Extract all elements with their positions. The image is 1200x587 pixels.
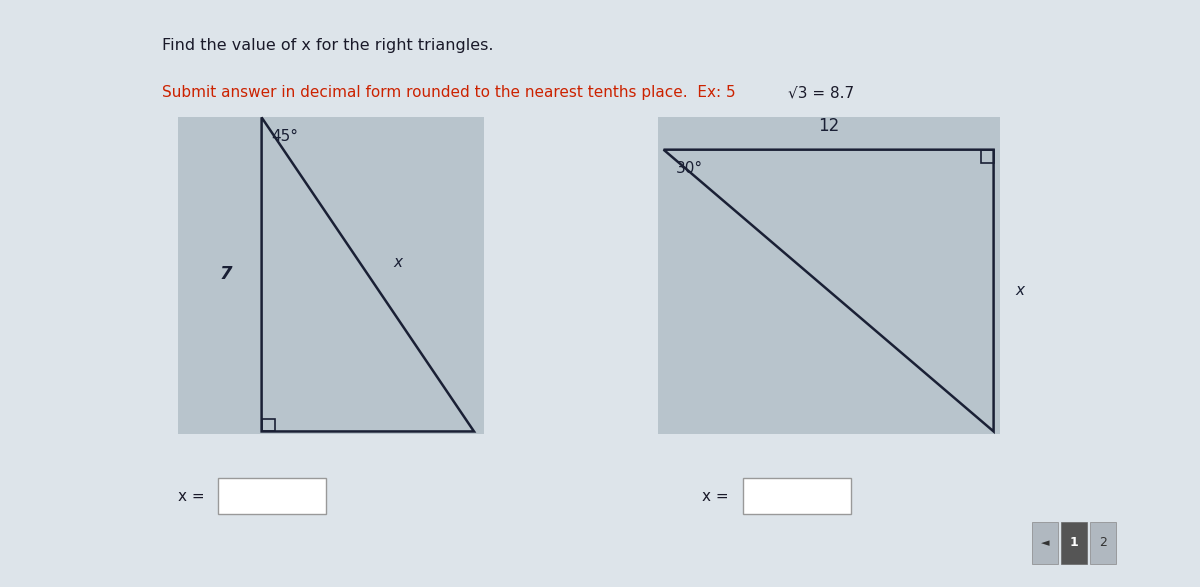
Text: 2: 2 bbox=[1099, 537, 1106, 549]
Text: 1: 1 bbox=[1069, 537, 1079, 549]
Text: x: x bbox=[1015, 283, 1024, 298]
Text: x =: x = bbox=[178, 488, 204, 504]
Text: Submit answer in decimal form rounded to the nearest tenths place.  Ex: 5: Submit answer in decimal form rounded to… bbox=[162, 85, 736, 100]
Text: 12: 12 bbox=[818, 117, 839, 135]
Text: x =: x = bbox=[702, 488, 728, 504]
Bar bbox=[178, 117, 484, 434]
Text: 7: 7 bbox=[220, 265, 232, 284]
Bar bbox=[1090, 522, 1116, 564]
Bar bbox=[1032, 522, 1058, 564]
Bar bbox=[262, 419, 275, 431]
Text: √3 = 8.7: √3 = 8.7 bbox=[788, 85, 854, 100]
Bar bbox=[218, 478, 326, 514]
Text: Find the value of x for the right triangles.: Find the value of x for the right triang… bbox=[162, 38, 493, 53]
Text: 30°: 30° bbox=[676, 161, 703, 177]
Bar bbox=[743, 478, 851, 514]
Text: 45°: 45° bbox=[271, 129, 298, 144]
Bar bbox=[1061, 522, 1087, 564]
Text: x: x bbox=[394, 255, 402, 270]
Bar bbox=[980, 150, 994, 163]
Text: ◄: ◄ bbox=[1040, 538, 1050, 548]
Bar bbox=[658, 117, 1000, 434]
